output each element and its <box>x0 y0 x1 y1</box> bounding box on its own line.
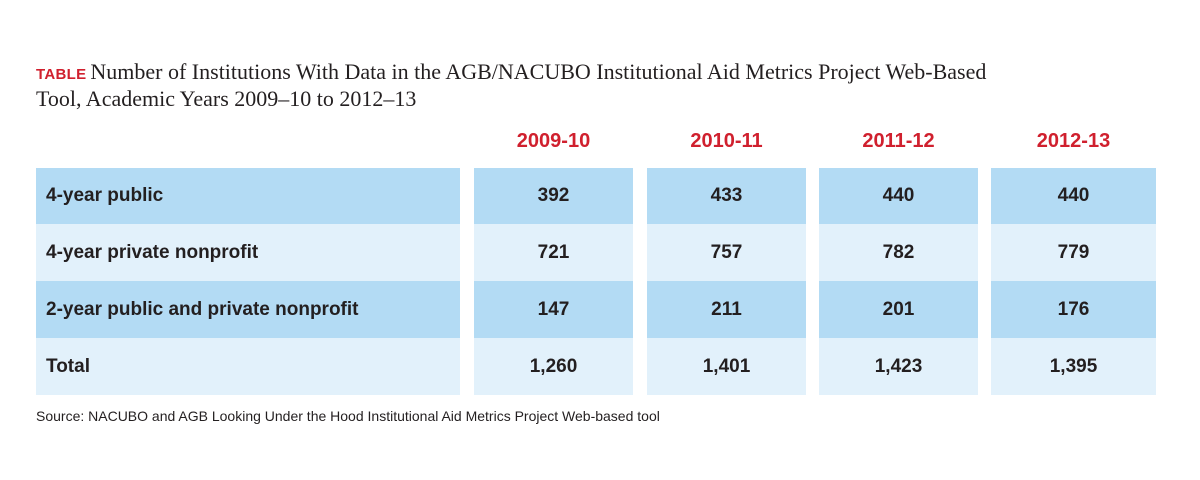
row-label-4-year-private-nonprofit: 4-year private nonprofit <box>36 224 460 281</box>
column-header-2011-12: 2011-12 <box>862 130 935 152</box>
table-title-text: Number of Institutions With Data in the … <box>36 59 987 111</box>
table-cell: 1,423 <box>819 338 978 395</box>
table-cell: 757 <box>647 224 806 281</box>
row-label-2-year-public-and-private-nonprofit: 2-year public and private nonprofit <box>36 281 460 338</box>
column-header-2009-10: 2009-10 <box>516 130 591 152</box>
table-cell: 782 <box>819 224 978 281</box>
table-cell: 1,401 <box>647 338 806 395</box>
table-cell: 440 <box>819 168 978 224</box>
table-cell: 779 <box>991 224 1156 281</box>
column-header-2012-13: 2012-13 <box>1036 130 1111 152</box>
table-title: TABLE Number of Institutions With Data in… <box>36 60 996 111</box>
table-cell: 1,260 <box>474 338 633 395</box>
table-cell: 440 <box>991 168 1156 224</box>
table-cell: 1,395 <box>991 338 1156 395</box>
table-cell: 211 <box>647 281 806 338</box>
table-cell: 392 <box>474 168 633 224</box>
table-cell: 433 <box>647 168 806 224</box>
row-label-4-year-public: 4-year public <box>36 168 460 224</box>
table-cell: 176 <box>991 281 1156 338</box>
source-note: Source: NACUBO and AGB Looking Under the… <box>36 408 660 424</box>
table-cell: 147 <box>474 281 633 338</box>
row-label-total: Total <box>36 338 460 395</box>
table-tag: TABLE <box>36 66 87 83</box>
table-cell: 201 <box>819 281 978 338</box>
column-header-2010-11: 2010-11 <box>690 130 763 152</box>
table-cell: 721 <box>474 224 633 281</box>
